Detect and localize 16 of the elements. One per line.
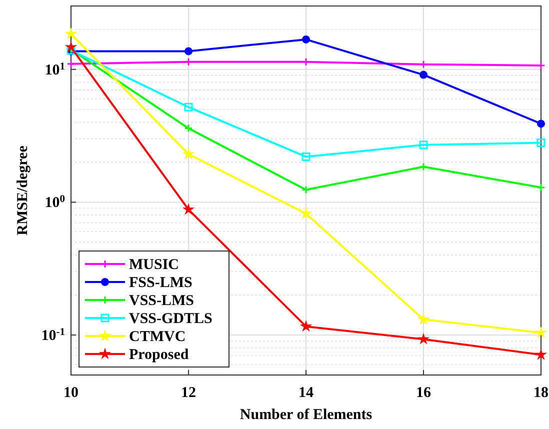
y-axis-title: RMSE/degree — [15, 145, 31, 236]
x-tick-label: 18 — [534, 385, 548, 401]
y-tick-label: 10$^{-1}$ — [41, 326, 65, 344]
legend-label: MUSIC — [129, 257, 180, 273]
y-tick-label: 10$^{0}$ — [44, 194, 65, 212]
x-tick-label: 12 — [181, 385, 196, 401]
legend-label: FSS-LMS — [129, 275, 192, 291]
x-tick-label: 14 — [298, 385, 314, 401]
x-tick-label: 16 — [416, 385, 432, 401]
x-axis-title: Number of Elements — [240, 407, 372, 423]
legend-label: Proposed — [129, 347, 190, 363]
legend-label: VSS-GDTLS — [129, 311, 212, 327]
x-tick-label: 10 — [64, 385, 78, 401]
legend-label: VSS-LMS — [129, 293, 194, 309]
legend-label: CTMVC — [129, 329, 186, 345]
y-tick-label: 10$^{1}$ — [44, 60, 65, 78]
